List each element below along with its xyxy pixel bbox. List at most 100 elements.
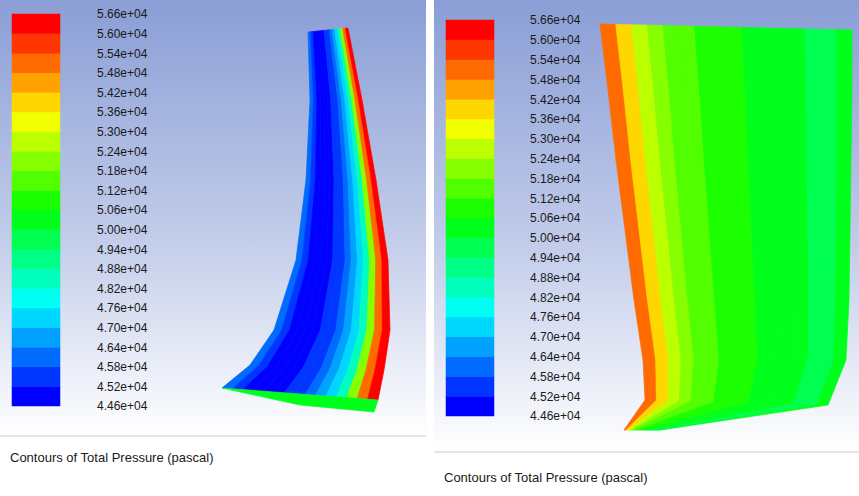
colorbar-swatch	[446, 198, 494, 218]
colorbar-swatch	[446, 40, 494, 60]
tick: 5.54e+04	[94, 47, 148, 61]
tick-label: 4.64e+04	[97, 341, 148, 355]
colorbar-swatch	[12, 230, 60, 250]
tick-label: 4.52e+04	[97, 380, 148, 394]
hub-surface	[222, 388, 378, 412]
tick: 4.58e+04	[94, 360, 148, 374]
tick: 5.18e+04	[94, 164, 148, 178]
tick: 5.42e+04	[527, 93, 581, 107]
axis-line	[94, 15, 95, 407]
tick: 5.42e+04	[94, 86, 148, 100]
contour-band	[640, 27, 745, 430]
tick: 4.46e+04	[527, 409, 581, 423]
contour-band	[642, 27, 757, 430]
colorbar-swatch	[446, 139, 494, 159]
contour-band	[653, 29, 822, 430]
tick: 4.64e+04	[94, 341, 148, 355]
tick: 5.60e+04	[527, 33, 581, 47]
tick-label: 5.36e+04	[97, 105, 148, 119]
tick: 5.06e+04	[527, 211, 581, 225]
background	[0, 0, 426, 436]
tick: 5.66e+04	[527, 13, 581, 27]
tick: 4.94e+04	[94, 243, 148, 257]
tick-label: 5.48e+04	[530, 73, 581, 87]
tick-label: 4.46e+04	[97, 399, 148, 413]
contour-band	[651, 29, 809, 431]
tick-label: 5.06e+04	[97, 203, 148, 217]
tick: 5.24e+04	[527, 152, 581, 166]
tick-label: 5.24e+04	[97, 145, 148, 159]
colorbar-swatch	[446, 159, 494, 179]
tick-label: 5.12e+04	[97, 184, 148, 198]
tick-label: 4.70e+04	[530, 330, 581, 344]
separator	[434, 452, 859, 453]
colorbar-swatch	[446, 396, 494, 416]
tick: 5.54e+04	[527, 53, 581, 67]
tick: 5.30e+04	[527, 132, 581, 146]
colorbar-swatch	[12, 171, 60, 191]
tick-label: 4.82e+04	[97, 282, 148, 296]
tick: 5.48e+04	[527, 73, 581, 87]
background	[434, 0, 859, 452]
tick: 5.18e+04	[527, 172, 581, 186]
contour-band	[649, 28, 796, 430]
tick: 4.70e+04	[527, 330, 581, 344]
colorbar-axis: 4.46e+044.52e+044.58e+044.64e+044.70e+04…	[527, 13, 581, 423]
colorbar-swatch	[446, 218, 494, 238]
tick-label: 5.06e+04	[530, 211, 581, 225]
tick-label: 4.64e+04	[530, 350, 581, 364]
tick-label: 4.76e+04	[530, 310, 581, 324]
tick: 4.64e+04	[527, 350, 581, 364]
colorbar-swatch	[12, 308, 60, 328]
tick-label: 5.48e+04	[97, 66, 148, 80]
tick: 4.88e+04	[527, 271, 581, 285]
tick-label: 4.82e+04	[530, 291, 581, 305]
contour	[600, 24, 852, 430]
colorbar-swatch	[12, 367, 60, 387]
caption-area	[0, 436, 426, 496]
tick-label: 5.66e+04	[530, 13, 581, 27]
tick-label: 5.60e+04	[97, 27, 148, 41]
colorbar-swatch	[12, 347, 60, 367]
tick-label: 5.00e+04	[97, 223, 148, 237]
tick-label: 4.46e+04	[530, 409, 581, 423]
caption-area	[434, 452, 859, 496]
tick: 4.52e+04	[527, 390, 581, 404]
separator	[0, 436, 426, 437]
colorbar	[446, 20, 494, 416]
tick: 4.46e+04	[94, 399, 148, 413]
colorbar-swatch	[446, 317, 494, 337]
colorbar-swatch	[12, 288, 60, 308]
tick: 5.12e+04	[527, 192, 581, 206]
panel: 4.46e+044.52e+044.58e+044.64e+044.70e+04…	[0, 0, 426, 496]
colorbar-swatch	[446, 79, 494, 99]
axis-line	[527, 21, 528, 417]
tick-label: 4.94e+04	[530, 251, 581, 265]
colorbar-swatch	[12, 73, 60, 93]
tick-label: 5.18e+04	[97, 164, 148, 178]
tick-label: 5.36e+04	[530, 112, 581, 126]
tick-label: 5.24e+04	[530, 152, 581, 166]
tick-label: 5.12e+04	[530, 192, 581, 206]
contour-band	[647, 28, 783, 430]
colorbar-swatch	[12, 132, 60, 152]
tick: 4.76e+04	[94, 301, 148, 315]
colorbar-swatch	[446, 337, 494, 357]
caption: Contours of Total Pressure (pascal)	[10, 450, 214, 465]
tick: 5.12e+04	[94, 184, 148, 198]
colorbar-swatch	[12, 53, 60, 73]
colorbar-swatch	[12, 386, 60, 406]
tick: 5.30e+04	[94, 125, 148, 139]
contour-band	[656, 29, 837, 430]
tick: 5.48e+04	[94, 66, 148, 80]
tick-label: 5.42e+04	[97, 86, 148, 100]
contour-band	[644, 27, 770, 430]
colorbar-swatch	[12, 210, 60, 230]
tick: 5.06e+04	[94, 203, 148, 217]
tick-label: 5.54e+04	[97, 47, 148, 61]
tick-label: 5.42e+04	[530, 93, 581, 107]
tick: 4.82e+04	[527, 291, 581, 305]
tick: 4.88e+04	[94, 262, 148, 276]
colorbar-swatch	[446, 99, 494, 119]
tick-label: 5.54e+04	[530, 53, 581, 67]
